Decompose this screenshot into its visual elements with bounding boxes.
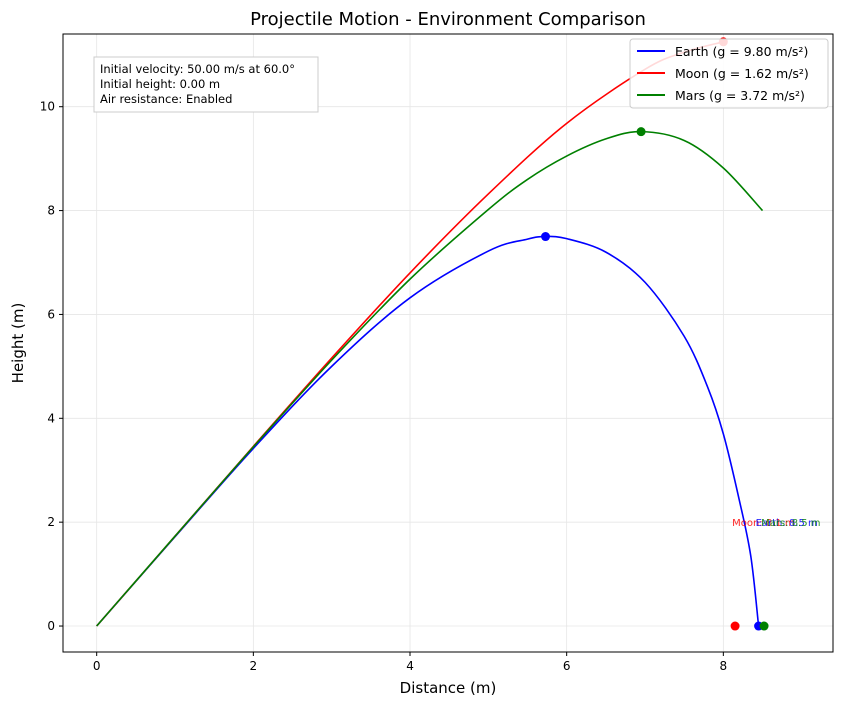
x-tick-label: 8 (720, 659, 728, 673)
axis-ticks: 0 2 4 6 8 0 2 4 6 8 10 (40, 100, 727, 673)
info-box: Initial velocity: 50.00 m/s at 60.0° Ini… (93, 56, 319, 113)
trajectory-earth (96, 235, 760, 627)
legend-frame (629, 38, 829, 109)
landing-marker-mars (759, 621, 769, 631)
legend-label-mars: Mars (g = 3.72 m/s²) (675, 88, 805, 103)
y-tick-label: 8 (47, 204, 55, 218)
x-tick-label: 0 (93, 659, 101, 673)
y-tick-label: 4 (47, 411, 55, 425)
info-box-frame (93, 56, 319, 113)
info-velocity: Initial velocity: 50.00 m/s at 60.0° (100, 62, 295, 76)
y-tick-label: 6 (47, 307, 55, 321)
y-axis-label: Height (m) (9, 303, 27, 384)
peak-marker-mars (636, 127, 646, 137)
landing-marker-moon (730, 621, 740, 631)
landing-label-moon: Moon: 8.1 m (732, 518, 795, 529)
peak-marker-earth (541, 232, 551, 242)
chart-title: Projectile Motion - Environment Comparis… (250, 9, 646, 30)
info-air-resistance: Air resistance: Enabled (100, 92, 232, 106)
x-tick-label: 2 (250, 659, 258, 673)
x-axis-label: Distance (m) (400, 679, 497, 697)
y-tick-label: 0 (47, 619, 55, 633)
legend-label-moon: Moon (g = 1.62 m/s²) (675, 66, 809, 81)
info-height: Initial height: 0.00 m (100, 77, 220, 91)
y-tick-label: 10 (40, 100, 55, 114)
x-tick-label: 4 (406, 659, 414, 673)
plot-frame (62, 33, 834, 653)
y-tick-label: 2 (47, 515, 55, 529)
legend-label-earth: Earth (g = 9.80 m/s²) (675, 44, 808, 59)
x-tick-label: 6 (563, 659, 571, 673)
legend: Earth (g = 9.80 m/s²) Moon (g = 1.62 m/s… (629, 38, 829, 109)
trajectory-mars (96, 130, 764, 627)
landing-label-mars: Mars: 8.5 m (761, 518, 820, 529)
landing-label-earth: Earth: 8.5 m (756, 518, 818, 529)
